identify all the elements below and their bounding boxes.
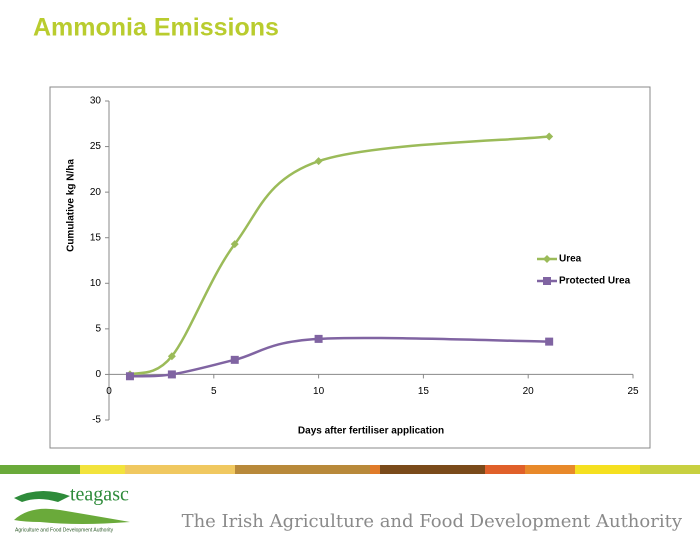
logo-text: teagasc <box>70 484 129 506</box>
logo: teagasc Agriculture and Food Development… <box>14 484 130 533</box>
data-point <box>545 132 554 141</box>
color-stripe <box>0 465 700 474</box>
legend-label: Protected Urea <box>559 276 631 287</box>
y-tick-label: 25 <box>90 141 102 152</box>
data-point <box>314 157 323 166</box>
legend-marker <box>543 277 551 285</box>
data-point <box>167 352 176 361</box>
data-point <box>230 240 239 249</box>
x-axis-title: Days after fertiliser application <box>298 426 444 437</box>
y-tick-label: 30 <box>90 96 102 107</box>
x-tick-label: 15 <box>418 386 430 397</box>
x-tick-label: 20 <box>523 386 535 397</box>
legend-label: Urea <box>559 254 582 265</box>
data-point <box>167 370 176 379</box>
logo-subtitle: Agriculture and Food Development Authori… <box>15 527 114 533</box>
y-tick-label: 20 <box>90 187 102 198</box>
x-tick-label: 25 <box>627 386 639 397</box>
slide-title: Ammonia Emissions <box>33 14 279 42</box>
legend-marker <box>543 255 551 263</box>
data-point <box>230 355 239 364</box>
y-tick-label: 5 <box>95 323 101 334</box>
tagline: The Irish Agriculture and Food Developme… <box>182 511 683 532</box>
x-tick-label: 5 <box>211 386 217 397</box>
y-axis-title: Cumulative kg N/ha <box>66 159 77 252</box>
y-tick-label: 10 <box>90 278 102 289</box>
y-tick-label: 0 <box>95 369 101 380</box>
y-tick-label: -5 <box>92 415 101 426</box>
data-point <box>125 372 134 381</box>
x-tick-label: 10 <box>313 386 325 397</box>
y-tick-label: 15 <box>90 232 102 243</box>
x-tick-label: 0 <box>106 386 112 397</box>
chart-frame <box>49 86 651 449</box>
data-point <box>314 334 323 343</box>
data-point <box>545 337 554 346</box>
